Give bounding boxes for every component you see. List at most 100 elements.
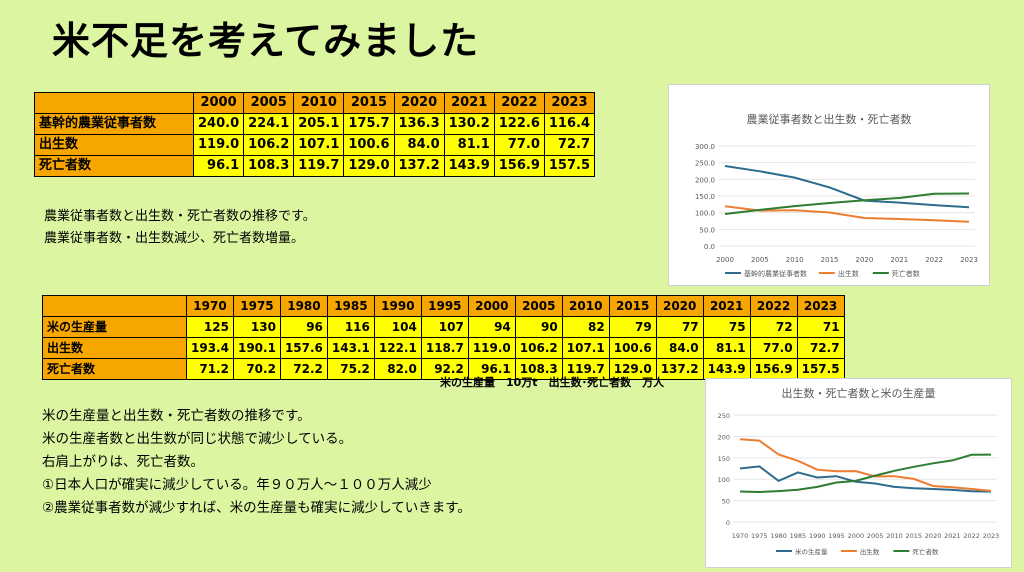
series-line bbox=[739, 453, 992, 494]
table-cell: 190.1 bbox=[232, 337, 281, 359]
table-cell: 81.1 bbox=[702, 337, 751, 359]
table-row: 死亡者数 71.2 70.2 72.2 75.2 82.0 92.2 96.1 … bbox=[42, 358, 845, 380]
table-cell: 108.3 bbox=[514, 358, 563, 380]
table-cell: 119.7 bbox=[293, 155, 345, 177]
y-tick-label: 200 bbox=[718, 433, 730, 441]
x-tick-label: 2020 bbox=[856, 256, 874, 264]
row-label: 出生数 bbox=[42, 337, 187, 359]
x-tick-label: 2021 bbox=[944, 532, 961, 540]
series-line bbox=[724, 165, 970, 209]
table-cell: 143.1 bbox=[326, 337, 375, 359]
table-cell: 119.7 bbox=[561, 358, 610, 380]
table-cell: 72.2 bbox=[279, 358, 328, 380]
table-cell: 129.0 bbox=[343, 155, 395, 177]
x-tick-label: 1985 bbox=[790, 532, 807, 540]
series-line bbox=[724, 192, 970, 215]
year-header: 2010 bbox=[293, 92, 345, 114]
table-cell: 94 bbox=[467, 316, 516, 338]
note-line: ②農業従事者数が減少すれば、米の生産量も確実に減少していきます。 bbox=[42, 500, 471, 516]
table-cell: 107 bbox=[420, 316, 469, 338]
table-cell: 157.5 bbox=[543, 155, 596, 177]
series-line bbox=[724, 205, 970, 223]
table-cell: 72.7 bbox=[796, 337, 845, 359]
table-cell: 71.2 bbox=[186, 358, 234, 380]
table-cell: 72.7 bbox=[543, 134, 596, 156]
year-header: 2000 bbox=[467, 295, 516, 317]
year-header: 2015 bbox=[608, 295, 657, 317]
x-tick-label: 1975 bbox=[751, 532, 768, 540]
table-cell: 84.0 bbox=[393, 134, 445, 156]
table-cell: 125 bbox=[186, 316, 234, 338]
table-cell: 106.2 bbox=[243, 134, 295, 156]
x-tick-label: 2005 bbox=[867, 532, 884, 540]
note-farmers: 農業従事者数と出生数・死亡者数の推移です。 農業従事者数・出生数減少、死亡者数増… bbox=[44, 206, 316, 250]
year-header: 2010 bbox=[561, 295, 610, 317]
row-label: 出生数 bbox=[34, 134, 194, 156]
legend-label: 死亡者数 bbox=[892, 269, 920, 278]
table-cell: 156.9 bbox=[749, 358, 798, 380]
note-line: 農業従事者数と出生数・死亡者数の推移です。 bbox=[44, 209, 316, 224]
year-header: 2020 bbox=[655, 295, 704, 317]
table-cell: 77.0 bbox=[493, 134, 545, 156]
x-tick-label: 1970 bbox=[732, 532, 749, 540]
chart-title: 出生数・死亡者数と米の生産量 bbox=[782, 386, 936, 400]
table-cell: 224.1 bbox=[243, 113, 295, 135]
table-cell: 240.0 bbox=[192, 113, 245, 135]
table-cell: 96.1 bbox=[467, 358, 516, 380]
row-label: 基幹的農業従事者数 bbox=[34, 113, 194, 135]
table-row: 基幹的農業従事者数 240.0 224.1 205.1 175.7 136.3 … bbox=[34, 113, 596, 135]
chart-farmers-svg: 農業従事者数と出生数・死亡者数 0.0 50.0 100.0 150.0 200.0 250… bbox=[695, 112, 978, 278]
year-header: 1975 bbox=[232, 295, 281, 317]
page-title: 米不足を考えてみました bbox=[52, 19, 480, 63]
table-cell: 107.1 bbox=[293, 134, 345, 156]
table-row: 死亡者数 96.1 108.3 119.7 129.0 137.2 143.9 … bbox=[34, 155, 596, 177]
table-row: 出生数 119.0 106.2 107.1 100.6 84.0 81.1 77… bbox=[34, 134, 596, 156]
table-cell: 157.6 bbox=[279, 337, 328, 359]
year-header: 2021 bbox=[443, 92, 495, 114]
table-cell: 100.6 bbox=[343, 134, 395, 156]
year-header: 2023 bbox=[796, 295, 845, 317]
table-cell: 122.1 bbox=[373, 337, 422, 359]
table-cell: 108.3 bbox=[243, 155, 295, 177]
series-line bbox=[739, 465, 992, 493]
note-line: ①日本人口が確実に減少している。年９０万人～１００万人減少 bbox=[42, 477, 432, 493]
table-cell: 77.0 bbox=[749, 337, 798, 359]
table-cell: 116.4 bbox=[543, 113, 596, 135]
legend-label: 出生数 bbox=[838, 269, 859, 278]
chart-rice: 出生数・死亡者数と米の生産量 0 50 100 150 200 250 1970 1975 198… bbox=[705, 378, 1012, 568]
x-tick-label: 2022 bbox=[925, 256, 943, 264]
table-row: 出生数 193.4 190.1 157.6 143.1 122.1 118.7 … bbox=[42, 337, 845, 359]
year-header: 2020 bbox=[393, 92, 445, 114]
year-header: 2005 bbox=[243, 92, 295, 114]
x-tick-label: 2023 bbox=[960, 256, 978, 264]
table-header-row: 2000 2005 2010 2015 2020 2021 2022 2023 bbox=[34, 92, 596, 114]
x-tick-label: 2022 bbox=[963, 532, 980, 540]
y-tick-label: 50 bbox=[722, 498, 730, 506]
legend-label: 基幹的農業従事者数 bbox=[744, 269, 807, 278]
table-cell: 118.7 bbox=[420, 337, 469, 359]
table-farmers-births-deaths: 2000 2005 2010 2015 2020 2021 2022 2023 … bbox=[34, 92, 596, 177]
x-tick-label: 2000 bbox=[716, 256, 734, 264]
row-label: 米の生産量 bbox=[42, 316, 187, 338]
table-cell: 104 bbox=[373, 316, 422, 338]
table-cell: 92.2 bbox=[420, 358, 469, 380]
x-tick-label: 1990 bbox=[809, 532, 826, 540]
table-cell: 96.1 bbox=[192, 155, 245, 177]
table-cell: 75 bbox=[702, 316, 751, 338]
x-tick-label: 2015 bbox=[821, 256, 839, 264]
year-header: 2023 bbox=[543, 92, 596, 114]
y-tick-label: 250 bbox=[718, 412, 730, 420]
year-header: 1985 bbox=[326, 295, 375, 317]
legend-label: 死亡者数 bbox=[912, 547, 939, 556]
table-cell: 193.4 bbox=[186, 337, 234, 359]
row-label: 死亡者数 bbox=[42, 358, 187, 380]
table-cell: 143.9 bbox=[702, 358, 751, 380]
year-header: 2022 bbox=[749, 295, 798, 317]
table-cell: 136.3 bbox=[393, 113, 445, 135]
y-tick-label: 50.0 bbox=[699, 226, 715, 234]
y-tick-label: 300.0 bbox=[695, 143, 715, 151]
table-cell: 96 bbox=[279, 316, 328, 338]
table-cell: 72 bbox=[749, 316, 798, 338]
chart-title: 農業従事者数と出生数・死亡者数 bbox=[747, 112, 912, 126]
table-cell: 130.2 bbox=[443, 113, 495, 135]
